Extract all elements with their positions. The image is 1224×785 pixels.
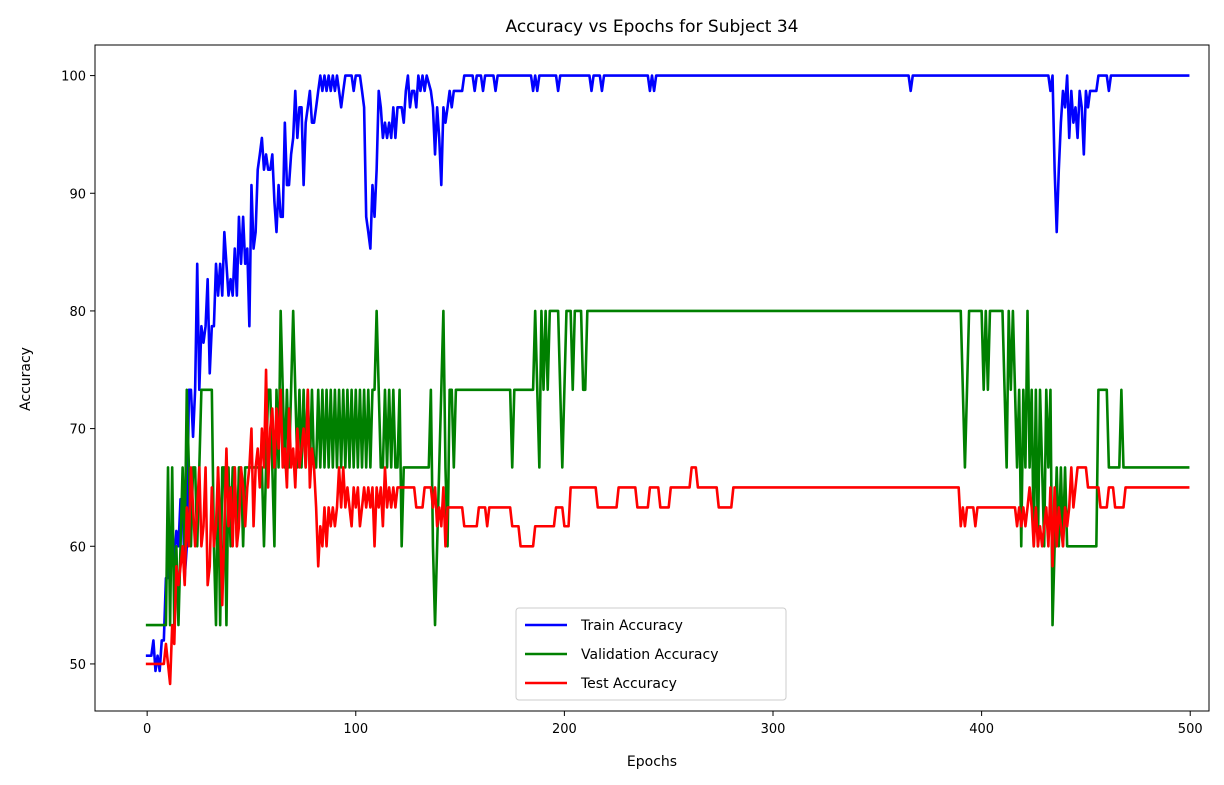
series-line-train-accuracy: [145, 74, 1190, 673]
legend-label-train-accuracy: Train Accuracy: [580, 618, 683, 634]
y-tick-label: 100: [61, 70, 86, 85]
chart-title: Accuracy vs Epochs for Subject 34: [505, 17, 798, 37]
x-tick-label: 400: [969, 722, 994, 737]
x-tick-label: 200: [552, 722, 577, 737]
y-axis-label: Accuracy: [18, 347, 34, 411]
x-tick-label: 300: [761, 722, 786, 737]
legend-label-validation-accuracy: Validation Accuracy: [581, 647, 719, 663]
plot-area: [145, 74, 1190, 686]
y-tick-label: 70: [69, 423, 86, 438]
x-tick-label: 100: [343, 722, 368, 737]
legend: Train Accuracy Validation Accuracy Test Ac…: [515, 607, 787, 701]
y-tick-label: 90: [69, 187, 86, 202]
legend-box: [515, 607, 787, 701]
x-axis-label: Epochs: [627, 754, 677, 770]
x-tick-label: 0: [143, 722, 151, 737]
axes: 0 100 200 300 400 500 50 60 70 80 90 100: [61, 44, 1210, 737]
y-tick-label: 60: [69, 540, 86, 555]
legend-label-test-accuracy: Test Accuracy: [580, 676, 677, 692]
y-tick-label: 50: [69, 658, 86, 673]
x-tick-label: 500: [1178, 722, 1203, 737]
series-line-test-accuracy: [145, 368, 1190, 686]
axes-frame: [94, 44, 1210, 712]
y-tick-label: 80: [69, 305, 86, 320]
